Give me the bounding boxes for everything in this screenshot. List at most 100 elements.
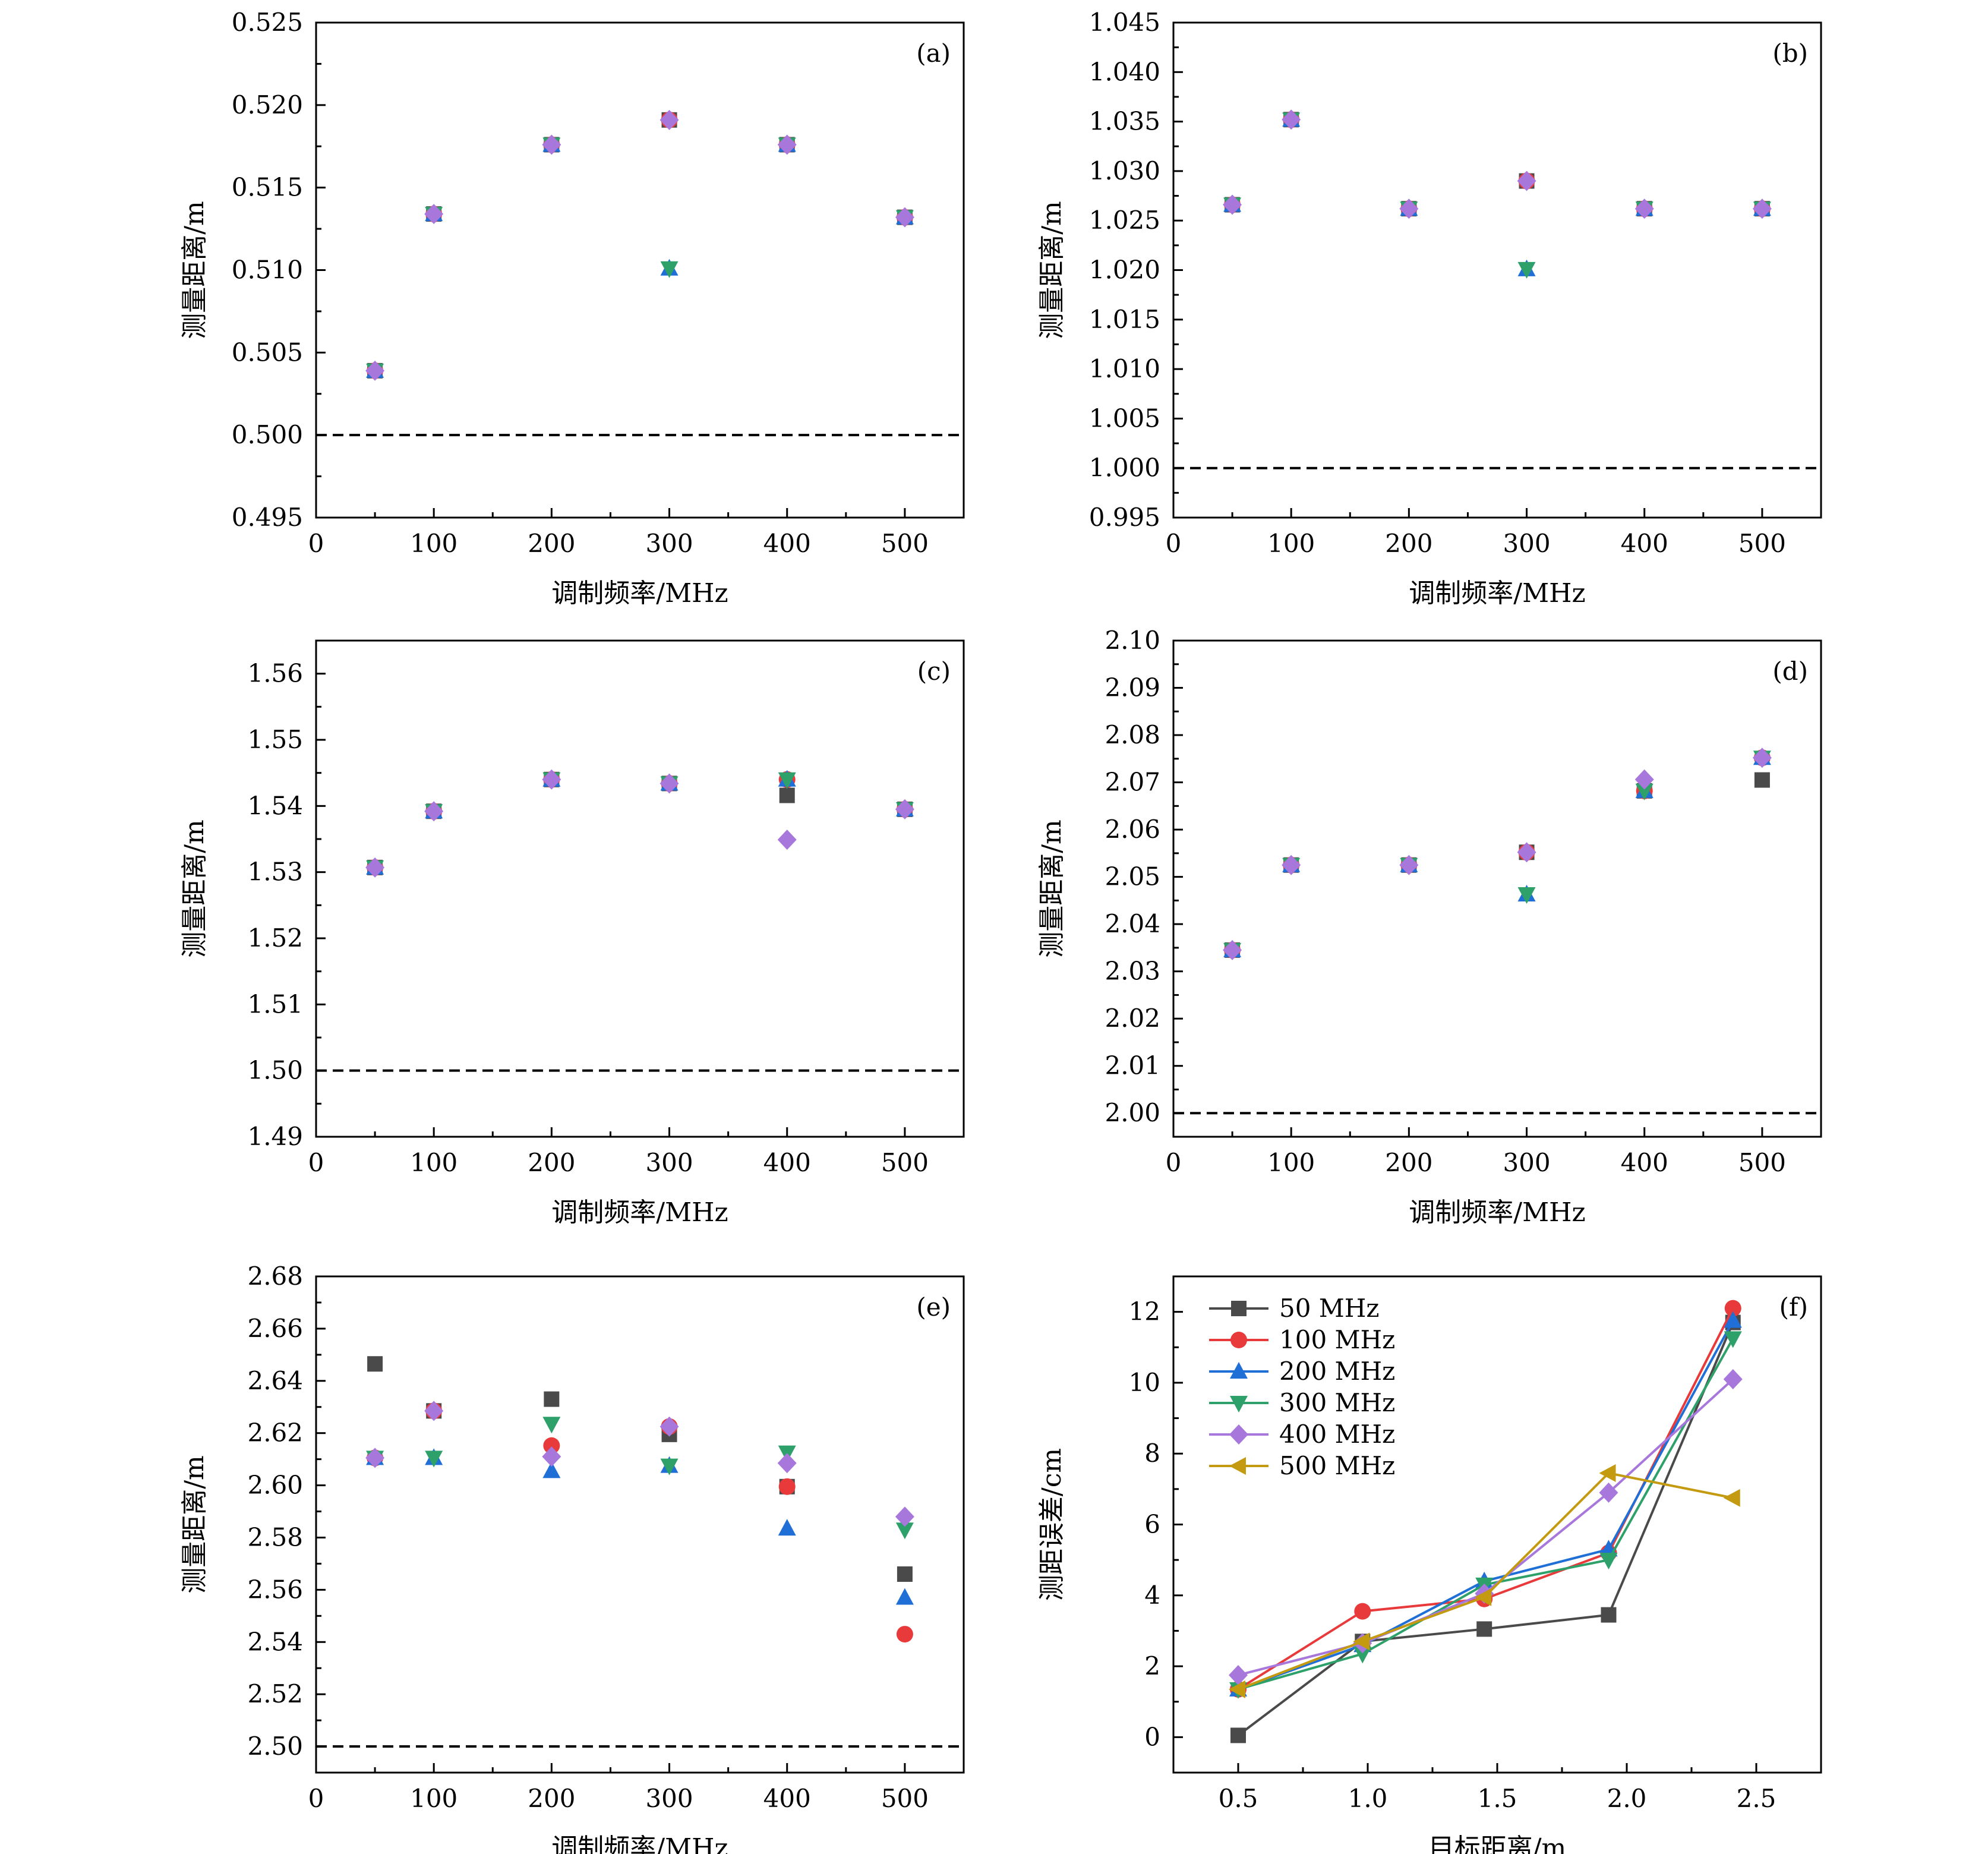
data-point <box>1752 748 1772 768</box>
data-point <box>1353 1632 1370 1651</box>
data-point <box>1723 1489 1740 1507</box>
series-300mhz <box>366 137 914 380</box>
data-point <box>1476 1621 1492 1637</box>
y-tick-label: 1.040 <box>1089 57 1160 86</box>
legend-entry: 400 MHz <box>1279 1420 1395 1449</box>
y-tick-label: 2.01 <box>1105 1051 1160 1080</box>
x-axis-label: 调制频率/MHz <box>1409 1197 1585 1228</box>
y-tick-label: 1.50 <box>247 1056 303 1085</box>
y-tick-label: 2.64 <box>247 1366 303 1395</box>
chart-panel-e: 0 100 200 300 400 500 2.50 2.52 2.54 2.56 2.58 2.60… <box>179 1262 965 1854</box>
series-100mhz <box>367 771 913 876</box>
chart-panel-b: 0 100 200 300 400 500 0.995 1.000 1.005 1.010 1.01… <box>1037 8 1822 608</box>
data-point <box>1517 887 1536 904</box>
data-point <box>542 1417 561 1434</box>
data-point <box>897 1566 913 1582</box>
data-point <box>543 1437 560 1454</box>
data-point <box>424 204 444 225</box>
panel-label: (a) <box>916 39 951 68</box>
panel-label: (f) <box>1779 1292 1808 1322</box>
y-tick-label: 1.52 <box>247 923 303 953</box>
series-400mhz <box>1223 109 1772 219</box>
plot-frame <box>1172 21 1822 519</box>
data-point <box>1599 1464 1616 1483</box>
y-tick-label: 2.07 <box>1105 768 1160 797</box>
data-point <box>895 207 914 228</box>
data-point <box>1353 1647 1372 1664</box>
panel-label: (d) <box>1772 657 1808 686</box>
y-tick-label: 2.08 <box>1105 720 1160 749</box>
data-point <box>1282 855 1301 875</box>
data-point <box>425 1451 443 1468</box>
y-tick-label: 2.54 <box>247 1627 303 1656</box>
series-200mhz <box>1223 748 1771 957</box>
data-point <box>424 1401 444 1421</box>
data-point <box>896 1626 913 1643</box>
data-point <box>660 261 679 278</box>
chart-panel-a: 0 100 200 300 400 500 0.495 0.500 0.505 0.510 0.51… <box>179 8 965 608</box>
y-tick-label: 8 <box>1144 1439 1160 1468</box>
y-tick-label: 1.54 <box>247 791 303 820</box>
y-tick-label: 1.025 <box>1089 206 1160 235</box>
series-50mhz <box>367 1356 913 1582</box>
data-point <box>779 787 795 803</box>
x-tick-label: 100 <box>410 529 457 558</box>
y-tick-label: 2.66 <box>247 1314 303 1343</box>
series-50mhz <box>367 112 913 379</box>
data-point <box>1517 261 1536 279</box>
y-axis-label: 测量距离/m <box>179 1455 210 1594</box>
x-tick-label: 0 <box>308 529 324 558</box>
legend-entry: 100 MHz <box>1279 1325 1395 1354</box>
y-axis-label: 测量距离/m <box>1037 819 1067 958</box>
legend-marker <box>1229 1424 1248 1445</box>
x-tick-label: 0.5 <box>1219 1784 1258 1813</box>
x-axis-label: 目标距离/m <box>1428 1833 1567 1854</box>
legend-entry: 300 MHz <box>1279 1388 1395 1417</box>
data-point <box>1724 1311 1742 1328</box>
y-tick-label: 1.000 <box>1089 453 1160 483</box>
series-50mhz <box>367 771 913 875</box>
y-tick-label: 10 <box>1129 1368 1160 1397</box>
y-tick-label: 0.525 <box>232 8 303 37</box>
x-tick-label: 200 <box>528 529 575 558</box>
y-tick-label: 2.03 <box>1105 957 1160 986</box>
legend-entry: 200 MHz <box>1279 1357 1395 1386</box>
series-200mhz <box>366 770 914 875</box>
y-tick-label: 2.09 <box>1105 673 1160 702</box>
data-point <box>777 134 797 155</box>
legend-entry: 500 MHz <box>1279 1451 1395 1480</box>
data-point <box>544 1391 560 1407</box>
y-tick-label: 1.51 <box>247 989 303 1019</box>
y-tick-label: 1.005 <box>1089 403 1160 433</box>
x-tick-label: 400 <box>763 1784 811 1813</box>
y-tick-label: 1.49 <box>247 1122 303 1151</box>
plot-frame <box>315 21 965 519</box>
data-point <box>778 1519 796 1536</box>
y-tick-label: 6 <box>1144 1510 1160 1539</box>
series-100mhz <box>1224 111 1771 217</box>
x-tick-label: 300 <box>645 529 693 558</box>
data-point <box>542 134 561 155</box>
legend-marker <box>1230 1332 1247 1348</box>
data-point <box>1517 842 1536 863</box>
y-tick-label: 2.68 <box>247 1262 303 1291</box>
panel-label: (e) <box>916 1292 951 1322</box>
data-point <box>1634 198 1654 219</box>
series-200mhz <box>366 135 914 378</box>
data-point <box>1754 772 1770 788</box>
data-point <box>1399 855 1419 875</box>
data-point <box>1475 1588 1492 1606</box>
y-tick-label: 0.500 <box>232 420 303 449</box>
y-axis-label: 测量距离/m <box>179 819 210 958</box>
series-100mhz <box>367 111 913 379</box>
data-point <box>365 857 385 878</box>
data-point <box>1724 1300 1741 1317</box>
data-point <box>1599 1482 1618 1503</box>
series-300mhz <box>366 772 914 877</box>
series-400mhz <box>365 1401 914 1527</box>
x-axis-label: 调制频率/MHz <box>551 1197 728 1228</box>
data-point <box>1229 1664 1248 1685</box>
data-point <box>1752 198 1772 219</box>
data-point <box>1229 1680 1245 1698</box>
legend-entry: 50 MHz <box>1279 1294 1380 1323</box>
